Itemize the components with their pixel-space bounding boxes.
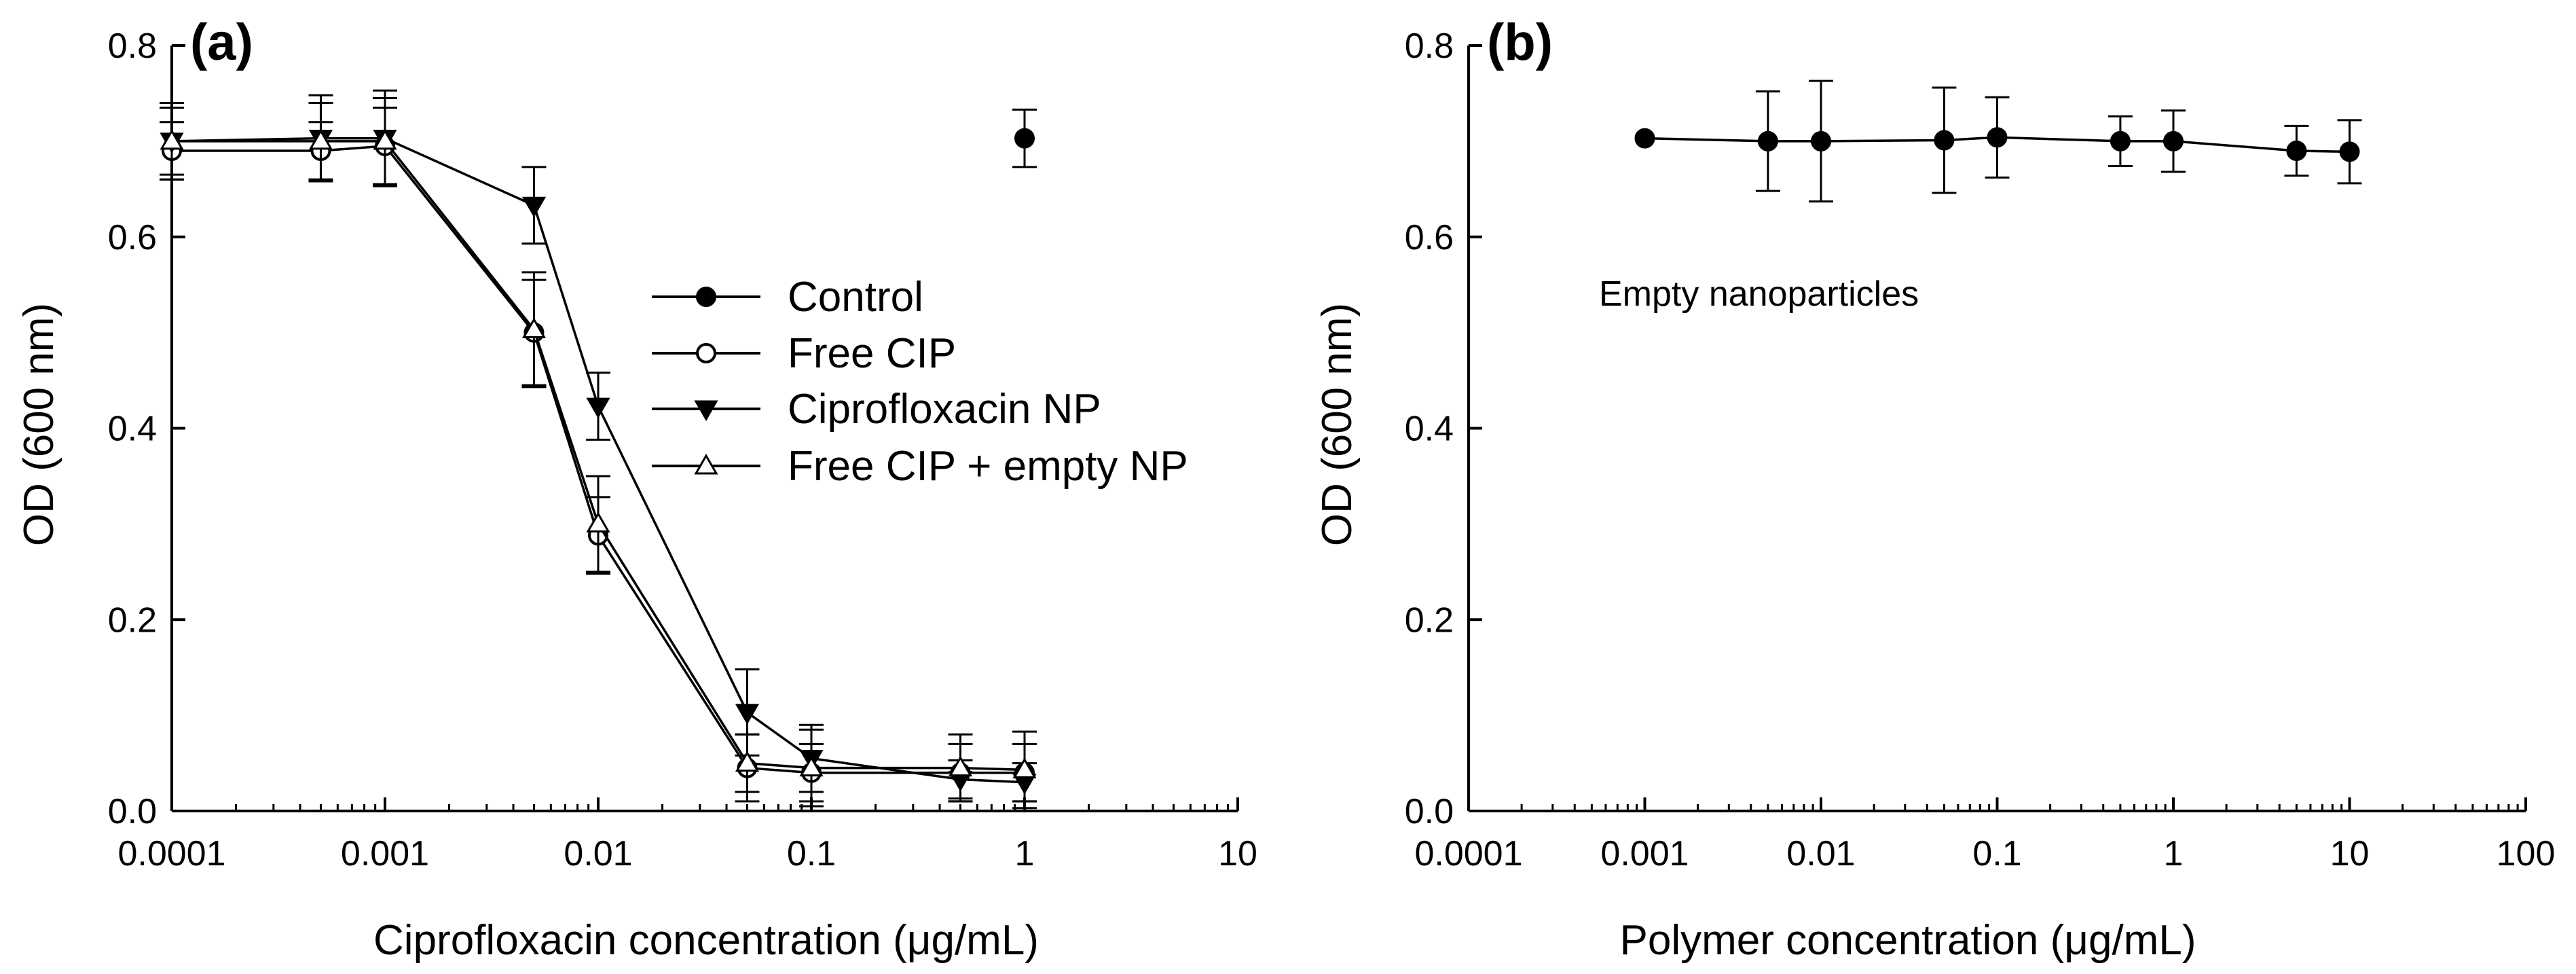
empty-nanoparticles-annotation: Empty nanoparticles [1599, 274, 1919, 314]
data-point [1014, 128, 1035, 149]
data-point [1934, 130, 1955, 151]
data-point [586, 511, 610, 533]
panel-b-x-tick-label: 0.001 [1600, 834, 1689, 873]
data-point [521, 317, 547, 338]
panel-b-axes: 0.0001 0.001 0.01 0.1 1 10 100 0.0 0.2 0.4 0.6 0.8 [1405, 26, 2556, 873]
data-point [2339, 141, 2360, 162]
series-free-cip-empty-np [160, 96, 1037, 810]
legend-label-free-cip-empty-np: Free CIP + empty NP [788, 443, 1188, 490]
data-point [2286, 140, 2307, 161]
legend: Control Free CIP Ciprofloxacin NP Free C… [652, 274, 1188, 490]
legend-label-control: Control [788, 274, 923, 321]
panel-a-x-tick-label: 10 [1218, 834, 1257, 873]
data-point [2163, 130, 2184, 151]
panel-a: (a) OD (600 nm) Ciprofloxacin concentrat… [16, 14, 1257, 964]
panel-a-y-tick-label: 0.0 [108, 792, 157, 831]
panel-b-x-tick-label: 100 [2497, 834, 2556, 873]
panel-a-y-tick-label: 0.6 [108, 218, 157, 257]
panel-b-x-axis-label: Polymer concentration (μg/mL) [1620, 917, 2196, 964]
panel-a-y-axis-label: OD (600 nm) [16, 303, 62, 546]
panel-b-x-tick-label: 10 [2330, 834, 2370, 873]
data-point [735, 704, 760, 725]
data-point [521, 196, 547, 218]
data-point [1987, 127, 2008, 148]
panel-a-x-tick-label: 0.0001 [117, 834, 225, 873]
panel-b-y-tick-label: 0.0 [1405, 792, 1454, 831]
panel-b-y-tick-label: 0.4 [1405, 410, 1454, 449]
data-point [799, 755, 824, 777]
legend-label-ciprofloxacin-np: Ciprofloxacin NP [788, 386, 1101, 433]
legend-label-free-cip: Free CIP [788, 330, 956, 377]
panel-a-x-tick-label: 1 [1015, 834, 1035, 873]
panel-a-y-tick-label: 0.4 [108, 410, 157, 449]
legend-item-free-cip: Free CIP [652, 330, 956, 377]
panel-b: (b) OD (600 nm) Polymer concentration (μ… [1314, 14, 2555, 964]
data-point [948, 755, 973, 777]
panel-a-label: (a) [190, 14, 253, 71]
data-point [160, 128, 184, 150]
panel-a-x-tick-label: 0.01 [564, 834, 632, 873]
legend-item-free-cip-empty-np: Free CIP + empty NP [652, 443, 1188, 490]
panel-b-x-tick-label: 1 [2164, 834, 2184, 873]
panel-a-x-axis-label: Ciprofloxacin concentration (μg/mL) [373, 917, 1039, 964]
panel-a-y-tick-label: 0.8 [108, 26, 157, 66]
panel-b-data [1634, 79, 2362, 203]
panel-a-x-tick-label: 0.001 [341, 834, 429, 873]
panel-b-x-tick-label: 0.01 [1786, 834, 1855, 873]
series-control [1012, 108, 1037, 168]
data-point [586, 397, 610, 419]
panel-b-y-tick-label: 0.2 [1405, 600, 1454, 640]
data-point [1012, 757, 1037, 778]
data-point [1634, 128, 1655, 149]
panel-a-data [160, 89, 1037, 810]
panel-b-y-tick-label: 0.6 [1405, 218, 1454, 257]
data-point [1811, 130, 1831, 151]
data-point [308, 128, 333, 150]
panel-b-y-tick-label: 0.8 [1405, 26, 1454, 66]
panel-a-axes: 0.0001 0.001 0.01 0.1 1 10 0.0 0.2 0.4 0.6 0.8 [108, 26, 1257, 873]
panel-b-x-tick-label: 0.1 [1972, 834, 2021, 873]
data-point [1757, 130, 1778, 151]
data-point [735, 751, 760, 772]
panel-a-x-tick-label: 0.1 [787, 834, 836, 873]
legend-item-control: Control [652, 274, 923, 321]
panel-b-label: (b) [1487, 14, 1553, 71]
series-empty-nanoparticles [1634, 79, 2362, 203]
data-point [2110, 130, 2131, 151]
panel-b-y-axis-label: OD (600 nm) [1314, 303, 1361, 546]
legend-item-ciprofloxacin-np: Ciprofloxacin NP [652, 386, 1101, 433]
panel-b-x-tick-label: 0.0001 [1414, 834, 1522, 873]
data-point [373, 128, 397, 150]
panel-a-y-tick-label: 0.2 [108, 600, 157, 640]
